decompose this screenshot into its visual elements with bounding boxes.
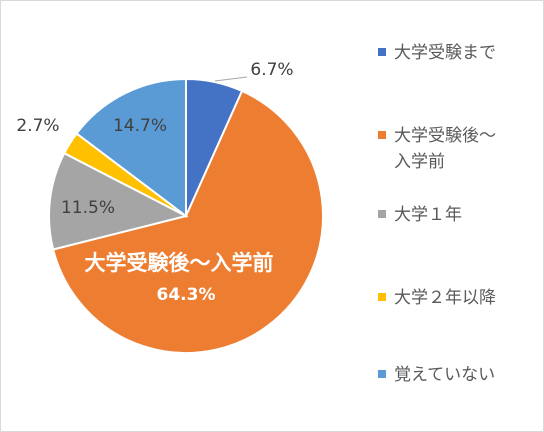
slice-value-label-1: 6.7% xyxy=(250,60,293,80)
legend-swatch-2 xyxy=(378,131,386,139)
slice-value-label-2: 64.3% xyxy=(157,285,216,305)
legend-item-5: 覚えていない xyxy=(378,362,534,388)
pie-slice-5 xyxy=(75,77,187,219)
slice-value-label-3: 11.5% xyxy=(61,198,115,218)
legend-swatch-4 xyxy=(378,293,386,301)
legend-item-3: 大学１年 xyxy=(378,202,534,228)
pie-slice-2 xyxy=(51,89,324,354)
legend-swatch-1 xyxy=(378,48,386,56)
legend-label-5: 覚えていない xyxy=(394,365,496,385)
legend-item-1: 大学受験まで xyxy=(378,40,534,66)
legend-swatch-3 xyxy=(378,210,386,218)
pie-slices xyxy=(48,77,324,354)
legend-label-3: 大学１年 xyxy=(394,205,462,225)
slice-category-label-2: 大学受験後～入学前 xyxy=(85,251,274,275)
leader-line-1 xyxy=(214,76,248,82)
legend-label-2: 大学受験後～ 入学前 xyxy=(394,126,496,172)
legend-item-2: 大学受験後～ 入学前 xyxy=(378,123,534,175)
legend-label-4: 大学２年以降 xyxy=(394,288,496,308)
legend-label-1: 大学受験まで xyxy=(394,43,496,63)
slice-value-label-4: 2.7% xyxy=(16,116,59,136)
pie-slice-3 xyxy=(48,151,189,251)
slice-value-label-5: 14.7% xyxy=(113,116,167,136)
legend-item-4: 大学２年以降 xyxy=(378,285,534,311)
pie-labels: 6.7% 大学受験後～入学前 64.3% 11.5% 2.7% 14.7% xyxy=(16,60,293,305)
legend-swatch-5 xyxy=(378,370,386,378)
